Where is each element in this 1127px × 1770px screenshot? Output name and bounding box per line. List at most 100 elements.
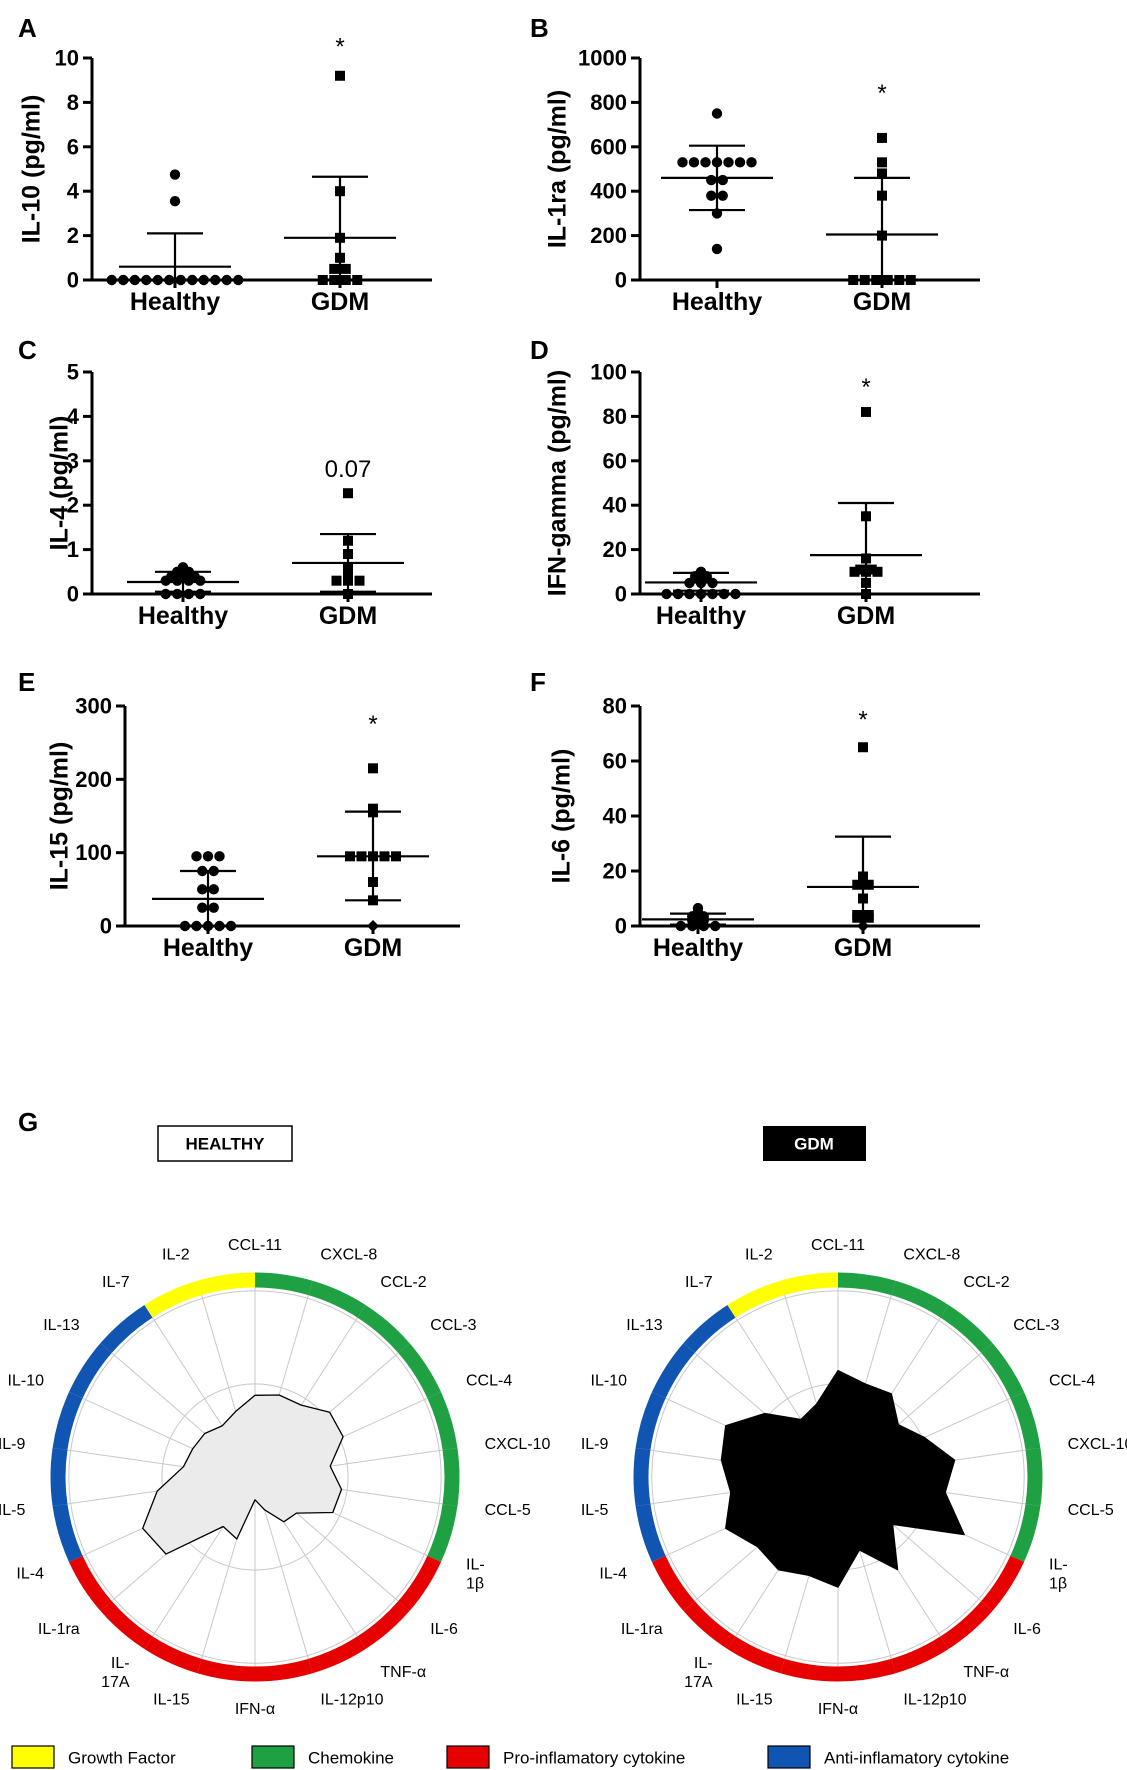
panel-label: F [530,667,546,697]
category-label: Healthy [130,288,220,316]
scatter-panel-d: D 0 20 40 60 80 100 IFN-gamma (pg/ml) Healthy GDM… [530,335,980,630]
axis-label: TNF-α [380,1664,426,1681]
axis-label-line: CCL-3 [1013,1317,1059,1334]
data-point [106,274,117,286]
y-tick-label: 0 [615,914,627,939]
category-arc [68,1555,112,1611]
category-label: GDM [344,934,402,962]
category-arc [50,1447,68,1507]
data-point [905,275,916,285]
legend-item: Anti-inflamatory cytokine [767,1745,1009,1769]
data-point [706,190,717,201]
axis-label: CXCL-8 [903,1246,960,1263]
data-point [179,920,191,932]
data-point [861,406,871,417]
data-point [746,157,757,168]
category-label: GDM [311,288,369,316]
axis-label: CXCL-8 [320,1246,377,1263]
data-point [863,879,874,890]
axis-label-line: CCL-2 [963,1273,1009,1290]
category-arc [683,1600,736,1650]
y-tick-label: 20 [603,859,627,884]
axis-label: IL-2 [162,1246,190,1263]
axis-label-line: IL-2 [162,1246,190,1263]
axis-label-line: IL-13 [43,1317,80,1334]
data-point [710,920,721,932]
y-tick-label: 6 [67,134,79,159]
axis-label: IL-4 [599,1565,627,1582]
axis-label-line: CCL-11 [811,1237,865,1254]
category-arc [651,1343,695,1399]
data-point [661,588,672,600]
axis-label-line: IL-4 [16,1565,44,1582]
scatter-panel-f: F 0 20 40 60 80 IL-6 (pg/ml) Healthy GDM * [530,667,980,962]
data-point [214,920,225,932]
y-tick-label: 4 [67,179,80,204]
data-point [860,588,872,600]
data-point [717,190,728,201]
data-point [160,588,171,600]
data-point [866,564,877,575]
category-arc [52,1503,83,1562]
axis-label: CCL-5 [485,1502,531,1519]
axis-label: IL-1ra [38,1620,80,1637]
axis-label: IFN-α [818,1701,858,1718]
category-arc [891,1280,949,1318]
axis-label: CCL-4 [466,1372,512,1389]
data-point [877,157,887,168]
axis-label: CCL-11 [811,1237,865,1254]
data-point [169,169,181,180]
category-arc [398,1343,442,1399]
axis-label-line: CCL-11 [228,1237,282,1254]
legend-item: Chemokine [251,1745,394,1769]
data-point [164,274,175,286]
data-point [221,274,232,286]
axis-label: IL- 1β [466,1556,485,1592]
category-arc [308,1636,366,1674]
axis-label: IL-15 [736,1691,773,1708]
panel-label: D [530,335,549,365]
y-tick-label: 80 [603,694,627,719]
axis-label: IL- 17A [101,1655,130,1691]
y-tick-label: 60 [603,749,627,774]
gdm-title-box [763,1126,866,1161]
category-arc [981,1555,1025,1611]
data-point [317,275,328,285]
axis-label-line: CCL-5 [1068,1502,1114,1519]
axis-label-line: IL- [1049,1556,1068,1573]
category-arc [651,1555,695,1611]
panel-label: C [18,335,37,365]
y-tick-label: 40 [603,493,627,518]
axis-label: CCL-5 [1068,1502,1114,1519]
data-point [340,263,351,274]
category-arc [357,1600,410,1650]
category-arc [635,1503,666,1562]
legend-item: Pro-inflamatory cytokine [446,1745,685,1769]
axis-label: IL-4 [16,1565,44,1582]
data-point [734,157,746,168]
axis-label-line: IL-6 [430,1620,458,1637]
axis-label-line: IL-4 [599,1565,627,1582]
axis-label-line: TNF-α [380,1664,426,1681]
axis-label-line: IL-12p10 [320,1691,383,1708]
category-arc [254,1272,313,1296]
category-arc [981,1343,1025,1399]
data-point [342,588,354,600]
y-axis-title: IL-6 (pg/ml) [548,749,576,884]
data-point [202,851,214,862]
legend-label: Pro-inflamatory cytokine [503,1749,685,1768]
y-axis-title: IL-1ra (pg/ml) [544,90,572,248]
data-point [730,588,741,600]
category-arc [197,1658,256,1682]
axis-label-line: IL-6 [1013,1620,1041,1637]
data-point [343,488,353,499]
data-point [195,588,206,600]
data-point [877,168,887,179]
axis-label: IL-1ra [621,1620,663,1637]
data-point [141,274,152,286]
radar-area [720,1369,965,1588]
data-point [677,157,688,168]
data-point [208,884,219,895]
